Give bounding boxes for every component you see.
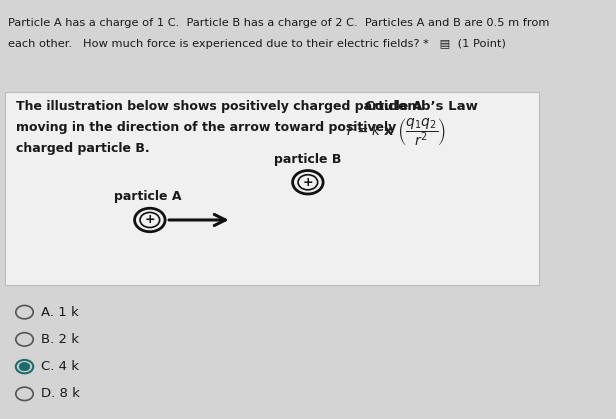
Text: The illustration below shows positively charged particle A: The illustration below shows positively …: [17, 100, 423, 114]
FancyBboxPatch shape: [6, 92, 540, 285]
Text: Coulomb’s Law: Coulomb’s Law: [365, 100, 478, 114]
Text: +: +: [302, 176, 313, 189]
Text: particle A: particle A: [115, 190, 182, 204]
Text: B. 2 k: B. 2 k: [41, 333, 79, 346]
Circle shape: [19, 362, 30, 371]
Text: each other.   How much force is experienced due to their electric fields? *   ▤ : each other. How much force is experience…: [8, 39, 506, 49]
Text: $\mathit{F} = \mathit{k}\ \mathbf{x}\ \left(\dfrac{\mathit{q_1 q_2}}{\mathit{r^2: $\mathit{F} = \mathit{k}\ \mathbf{x}\ \l…: [346, 116, 446, 148]
Text: Particle A has a charge of 1 C.  Particle B has a charge of 2 C.  Particles A an: Particle A has a charge of 1 C. Particle…: [8, 18, 549, 28]
Text: +: +: [145, 213, 155, 227]
Text: A. 1 k: A. 1 k: [41, 305, 79, 319]
Text: C. 4 k: C. 4 k: [41, 360, 79, 373]
Text: particle B: particle B: [274, 153, 341, 166]
Text: moving in the direction of the arrow toward positively: moving in the direction of the arrow tow…: [17, 121, 397, 134]
Text: D. 8 k: D. 8 k: [41, 387, 79, 401]
Text: charged particle B.: charged particle B.: [17, 142, 150, 155]
